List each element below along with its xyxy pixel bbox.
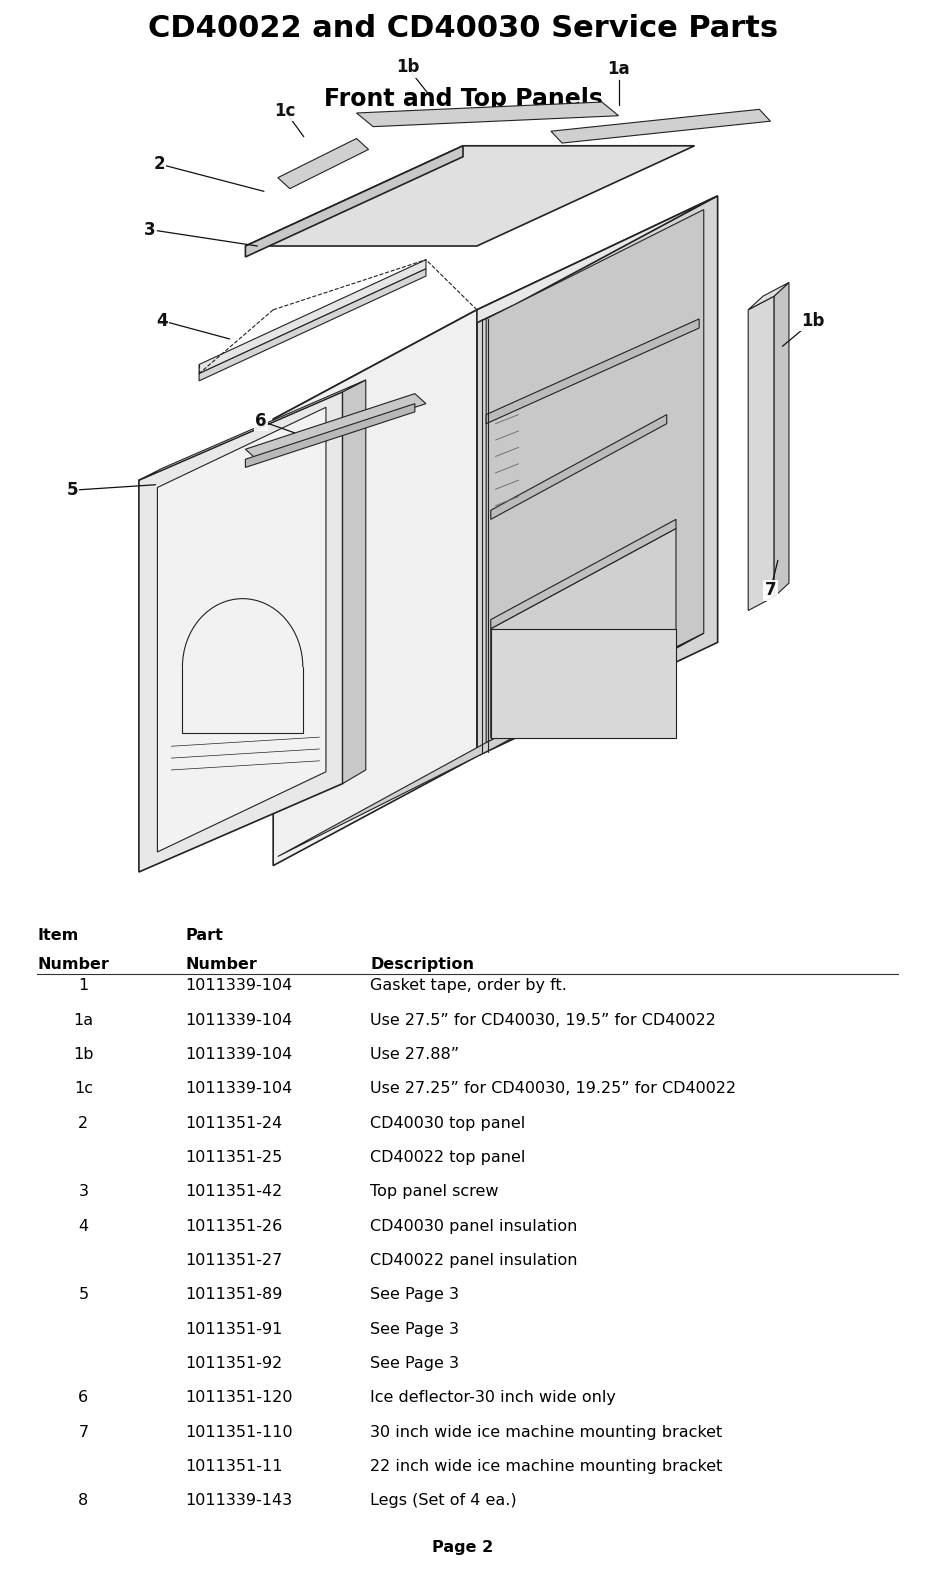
Text: 1a: 1a bbox=[607, 60, 630, 79]
Text: 1011339-104: 1011339-104 bbox=[185, 1013, 293, 1027]
Text: Description: Description bbox=[370, 957, 474, 972]
Text: 1b: 1b bbox=[73, 1048, 94, 1062]
Text: 1011339-143: 1011339-143 bbox=[185, 1492, 293, 1508]
Polygon shape bbox=[273, 196, 718, 419]
Polygon shape bbox=[199, 269, 426, 380]
Text: 5: 5 bbox=[67, 481, 78, 500]
Polygon shape bbox=[245, 394, 426, 459]
Text: 1011351-42: 1011351-42 bbox=[185, 1185, 282, 1199]
Text: Number: Number bbox=[37, 957, 109, 972]
Text: 1b: 1b bbox=[801, 311, 825, 330]
Text: 4: 4 bbox=[79, 1219, 88, 1233]
Text: Page 2: Page 2 bbox=[432, 1540, 494, 1555]
Text: 1011339-104: 1011339-104 bbox=[185, 1081, 293, 1097]
Polygon shape bbox=[245, 146, 463, 258]
Polygon shape bbox=[551, 110, 770, 143]
Text: 3: 3 bbox=[144, 220, 156, 239]
Text: 1: 1 bbox=[78, 979, 89, 993]
Text: Gasket tape, order by ft.: Gasket tape, order by ft. bbox=[370, 979, 568, 993]
Text: 1c: 1c bbox=[274, 102, 296, 119]
Polygon shape bbox=[199, 259, 426, 374]
Polygon shape bbox=[139, 391, 343, 872]
Polygon shape bbox=[491, 628, 676, 738]
Polygon shape bbox=[491, 528, 676, 738]
Text: 30 inch wide ice machine mounting bracket: 30 inch wide ice machine mounting bracke… bbox=[370, 1425, 722, 1439]
Text: Front and Top Panels: Front and Top Panels bbox=[323, 86, 603, 110]
Text: 5: 5 bbox=[79, 1287, 88, 1302]
Text: 3: 3 bbox=[79, 1185, 88, 1199]
Polygon shape bbox=[748, 283, 789, 309]
Text: 1011351-92: 1011351-92 bbox=[185, 1356, 282, 1371]
Polygon shape bbox=[491, 415, 667, 520]
Text: 1011351-11: 1011351-11 bbox=[185, 1459, 282, 1474]
Text: CD40030 top panel: CD40030 top panel bbox=[370, 1115, 526, 1131]
Text: 8: 8 bbox=[78, 1492, 89, 1508]
Text: 6: 6 bbox=[256, 412, 267, 430]
Text: 1011351-26: 1011351-26 bbox=[185, 1219, 282, 1233]
Polygon shape bbox=[157, 407, 326, 851]
Text: Item: Item bbox=[37, 927, 79, 943]
Text: 1011351-27: 1011351-27 bbox=[185, 1254, 282, 1268]
Text: 22 inch wide ice machine mounting bracket: 22 inch wide ice machine mounting bracke… bbox=[370, 1459, 723, 1474]
Text: See Page 3: See Page 3 bbox=[370, 1356, 459, 1371]
Text: Use 27.25” for CD40030, 19.25” for CD40022: Use 27.25” for CD40030, 19.25” for CD400… bbox=[370, 1081, 736, 1097]
Text: CD40022 and CD40030 Service Parts: CD40022 and CD40030 Service Parts bbox=[148, 14, 778, 42]
Polygon shape bbox=[486, 209, 704, 743]
Text: Ice deflector-30 inch wide only: Ice deflector-30 inch wide only bbox=[370, 1390, 617, 1404]
Text: Number: Number bbox=[185, 957, 257, 972]
Text: 1011339-104: 1011339-104 bbox=[185, 979, 293, 993]
Polygon shape bbox=[357, 102, 619, 127]
Polygon shape bbox=[748, 295, 774, 611]
Polygon shape bbox=[278, 138, 369, 189]
Polygon shape bbox=[343, 380, 366, 784]
Text: 7: 7 bbox=[765, 581, 776, 600]
Polygon shape bbox=[245, 146, 694, 247]
Text: 1a: 1a bbox=[73, 1013, 94, 1027]
Text: 6: 6 bbox=[79, 1390, 88, 1404]
Text: 1011351-89: 1011351-89 bbox=[185, 1287, 282, 1302]
Text: Use 27.5” for CD40030, 19.5” for CD40022: Use 27.5” for CD40030, 19.5” for CD40022 bbox=[370, 1013, 717, 1027]
Text: 2: 2 bbox=[79, 1115, 88, 1131]
Polygon shape bbox=[139, 380, 366, 481]
Polygon shape bbox=[477, 196, 718, 756]
Text: 1011351-24: 1011351-24 bbox=[185, 1115, 282, 1131]
Text: 1011351-25: 1011351-25 bbox=[185, 1150, 282, 1166]
Polygon shape bbox=[278, 633, 704, 856]
Polygon shape bbox=[491, 520, 676, 628]
Polygon shape bbox=[774, 283, 789, 597]
Text: 7: 7 bbox=[79, 1425, 88, 1439]
Text: 2: 2 bbox=[154, 156, 165, 173]
Polygon shape bbox=[486, 319, 699, 424]
Text: 1b: 1b bbox=[395, 58, 419, 77]
Text: See Page 3: See Page 3 bbox=[370, 1321, 459, 1337]
Text: 1011351-120: 1011351-120 bbox=[185, 1390, 293, 1404]
Text: CD40022 top panel: CD40022 top panel bbox=[370, 1150, 526, 1166]
Text: Part: Part bbox=[185, 927, 223, 943]
Text: 1011351-91: 1011351-91 bbox=[185, 1321, 282, 1337]
Text: Legs (Set of 4 ea.): Legs (Set of 4 ea.) bbox=[370, 1492, 517, 1508]
Text: CD40022 panel insulation: CD40022 panel insulation bbox=[370, 1254, 578, 1268]
Text: 1c: 1c bbox=[74, 1081, 93, 1097]
Text: 1011339-104: 1011339-104 bbox=[185, 1048, 293, 1062]
Text: 4: 4 bbox=[156, 311, 168, 330]
Polygon shape bbox=[273, 309, 477, 866]
Text: See Page 3: See Page 3 bbox=[370, 1287, 459, 1302]
Polygon shape bbox=[245, 404, 415, 468]
Text: Top panel screw: Top panel screw bbox=[370, 1185, 499, 1199]
Text: 1011351-110: 1011351-110 bbox=[185, 1425, 293, 1439]
Text: Use 27.88”: Use 27.88” bbox=[370, 1048, 459, 1062]
Text: CD40030 panel insulation: CD40030 panel insulation bbox=[370, 1219, 578, 1233]
